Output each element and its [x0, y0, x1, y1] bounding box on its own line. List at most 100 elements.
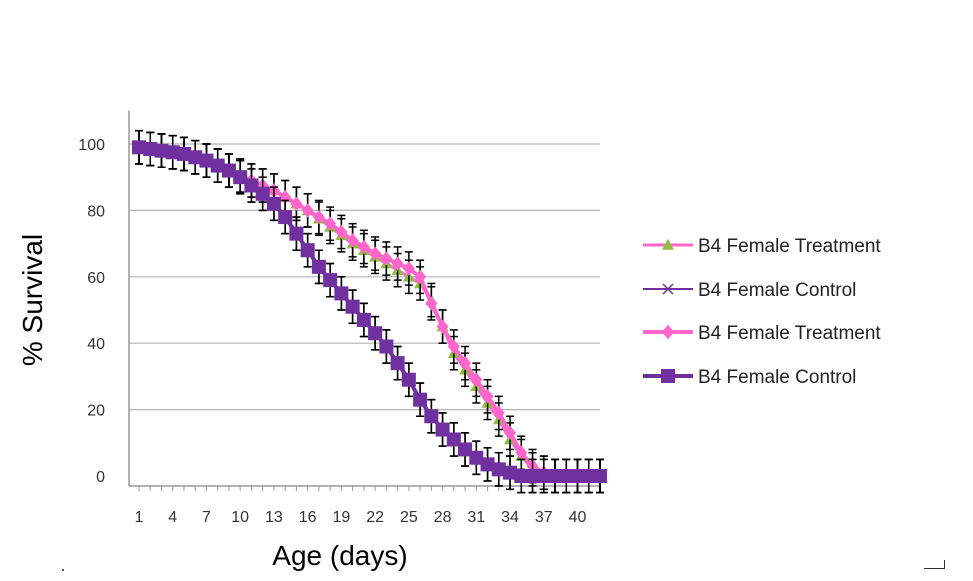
- y-tick-label: 100: [78, 137, 105, 154]
- data-point: [346, 233, 359, 248]
- data-point: [390, 356, 405, 371]
- data-point: [143, 141, 158, 156]
- legend-item: B4 Female Treatment: [643, 323, 881, 344]
- data-point: [504, 425, 517, 441]
- data-point: [662, 283, 674, 295]
- x-tick-label: 19: [332, 509, 350, 526]
- data-point: [459, 355, 472, 371]
- y-tick-labels: 0 20 40 60 80 100: [78, 137, 105, 486]
- data-point: [154, 143, 169, 158]
- series-x: [133, 129, 606, 494]
- y-tick-label: 60: [87, 270, 105, 287]
- x-tick-label: 28: [434, 509, 452, 526]
- data-point: [492, 405, 505, 421]
- x-tick-label: 4: [168, 509, 177, 526]
- data-point: [368, 326, 383, 341]
- data-point: [548, 469, 563, 483]
- data-point: [244, 178, 259, 193]
- x-tick-label: 7: [202, 509, 211, 526]
- data-point: [435, 422, 450, 437]
- data-point: [436, 319, 449, 334]
- data-point: [290, 196, 303, 211]
- data-point: [593, 469, 607, 483]
- series-line: [138, 145, 600, 478]
- data-point: [413, 392, 428, 407]
- x-tick-label: 31: [467, 509, 485, 526]
- y-axis-title: % Survival: [17, 234, 48, 366]
- series-triangle: [133, 129, 606, 494]
- data-point: [335, 224, 348, 240]
- data-point: [221, 163, 236, 178]
- x-tick-labels: 1 4 7 10 13 16 19 22 25 28 31 34 37 40: [135, 486, 601, 526]
- x-tick-label: 37: [535, 509, 553, 526]
- data-point: [414, 269, 427, 284]
- data-point: [514, 469, 529, 483]
- x-tick-label: 10: [231, 509, 249, 526]
- x-tick-label: 25: [400, 509, 418, 526]
- series-line: [138, 145, 600, 478]
- data-point: [391, 256, 404, 271]
- data-point: [481, 389, 494, 404]
- data-point: [356, 312, 371, 327]
- y-tick-label: 40: [87, 336, 105, 353]
- data-point: [469, 450, 484, 465]
- data-point: [266, 196, 281, 211]
- data-point: [323, 273, 338, 288]
- series-square: [132, 129, 607, 494]
- data-point: [300, 243, 315, 258]
- data-point: [278, 210, 293, 225]
- data-point: [233, 170, 248, 185]
- data-point: [165, 145, 180, 160]
- corner-mark: [924, 560, 945, 569]
- legend-item: B4 Female Control: [643, 280, 856, 301]
- x-tick-label: 34: [501, 509, 519, 526]
- x-tick-label: 22: [366, 509, 384, 526]
- data-point: [662, 239, 674, 250]
- data-point: [446, 432, 461, 447]
- x-tick-label: 40: [569, 509, 587, 526]
- data-point: [402, 261, 415, 276]
- data-point: [503, 465, 518, 480]
- gridlines: [129, 143, 600, 411]
- data-point: [662, 324, 674, 340]
- data-point: [424, 409, 439, 424]
- y-tick-label: 0: [96, 469, 105, 486]
- data-point: [188, 150, 203, 165]
- legend-label: B4 Female Treatment: [698, 323, 881, 344]
- data-point: [324, 216, 337, 231]
- legend-label: B4 Female Control: [698, 280, 856, 301]
- x-tick-label: 16: [299, 509, 317, 526]
- data-point: [199, 153, 214, 168]
- legend-item: B4 Female Treatment: [643, 236, 881, 257]
- data-point: [289, 226, 304, 241]
- data-point: [132, 140, 146, 155]
- data-point: [311, 259, 326, 274]
- series-line: [138, 146, 600, 477]
- data-point: [345, 299, 360, 314]
- data-point: [570, 469, 585, 483]
- data-point: [661, 369, 675, 383]
- legend: B4 Female Treatment B4 Female Control B4 F…: [643, 236, 881, 388]
- data-point: [515, 445, 528, 460]
- data-point: [458, 442, 473, 457]
- legend-label: B4 Female Treatment: [698, 236, 881, 257]
- dot-mark: [62, 569, 64, 571]
- data-point: [334, 286, 349, 301]
- y-tick-label: 20: [87, 403, 105, 420]
- data-point: [491, 462, 506, 477]
- data-point: [369, 246, 382, 261]
- data-point: [525, 469, 540, 483]
- x-tick-label: 1: [135, 509, 144, 526]
- data-point: [470, 372, 483, 387]
- data-point: [401, 372, 416, 387]
- data-point: [581, 469, 596, 483]
- series-diamond: [133, 129, 606, 494]
- series-group: [132, 129, 607, 494]
- data-point: [301, 203, 314, 218]
- series-line: [138, 145, 600, 478]
- data-point: [480, 457, 495, 472]
- y-tick-label: 80: [87, 203, 105, 220]
- data-point: [176, 146, 191, 161]
- legend-item: B4 Female Control: [643, 367, 856, 388]
